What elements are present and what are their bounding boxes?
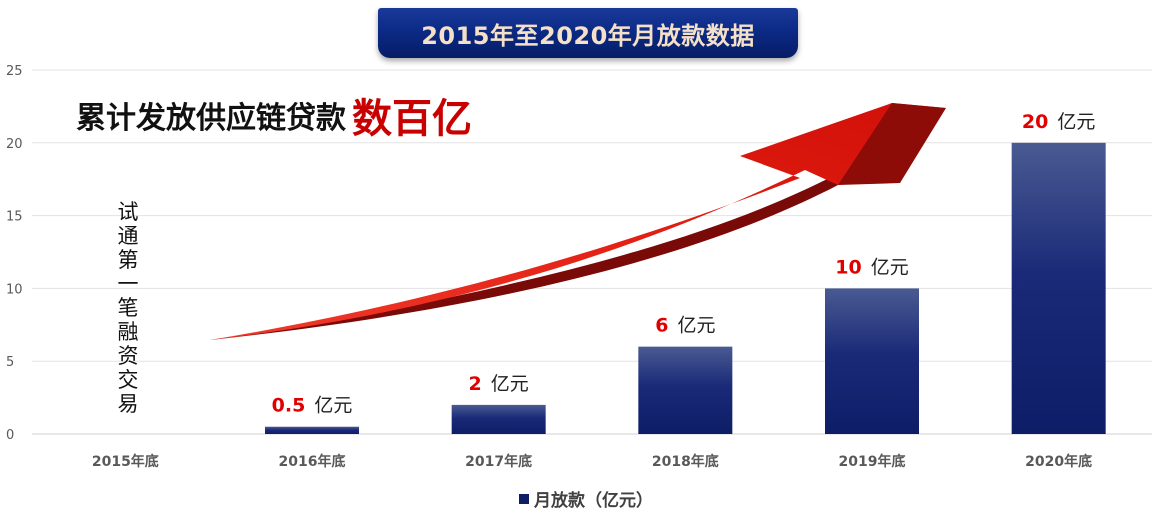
- bar: [1011, 142, 1106, 435]
- headline-text: 累计发放供应链贷款: [76, 101, 346, 136]
- x-tick-label: 2017年底: [465, 453, 532, 470]
- data-label: 2 亿元: [469, 373, 529, 395]
- y-tick-label: 15: [6, 210, 23, 225]
- title-banner: 2015年至2020年月放款数据: [378, 8, 798, 58]
- y-tick-label: 20: [6, 137, 23, 152]
- data-label: 20 亿元: [1022, 111, 1095, 133]
- bar: [638, 346, 733, 434]
- growth-arrow-head-side: [838, 103, 946, 185]
- y-tick-label: 0: [6, 428, 14, 443]
- growth-arrow-body: [210, 103, 946, 340]
- legend-label: 月放款（亿元）: [534, 491, 653, 511]
- vertical-note: 试通第一笔融资交易: [117, 200, 139, 416]
- data-label: 0.5 亿元: [272, 395, 353, 417]
- growth-arrow: [210, 103, 946, 340]
- bar: [825, 288, 919, 434]
- bar: [265, 426, 359, 434]
- x-tick-label: 2019年底: [839, 453, 906, 470]
- chart-title: 2015年至2020年月放款数据: [421, 21, 755, 50]
- y-tick-label: 10: [6, 282, 23, 297]
- headline: 累计发放供应链贷款 数百亿: [76, 86, 472, 144]
- y-tick-label: 5: [6, 355, 14, 370]
- data-label: 6 亿元: [655, 315, 715, 337]
- bar: [451, 404, 546, 434]
- x-tick-label: 2018年底: [652, 453, 719, 470]
- y-tick-label: 25: [6, 64, 23, 79]
- legend: 月放款（亿元）: [519, 486, 653, 511]
- headline-highlight: 数百亿: [352, 96, 472, 142]
- legend-swatch: [519, 493, 529, 504]
- x-tick-label: 2020年底: [1025, 453, 1092, 470]
- data-label: 10 亿元: [835, 256, 908, 278]
- x-tick-label: 2015年底: [92, 453, 159, 470]
- x-tick-label: 2016年底: [279, 453, 346, 470]
